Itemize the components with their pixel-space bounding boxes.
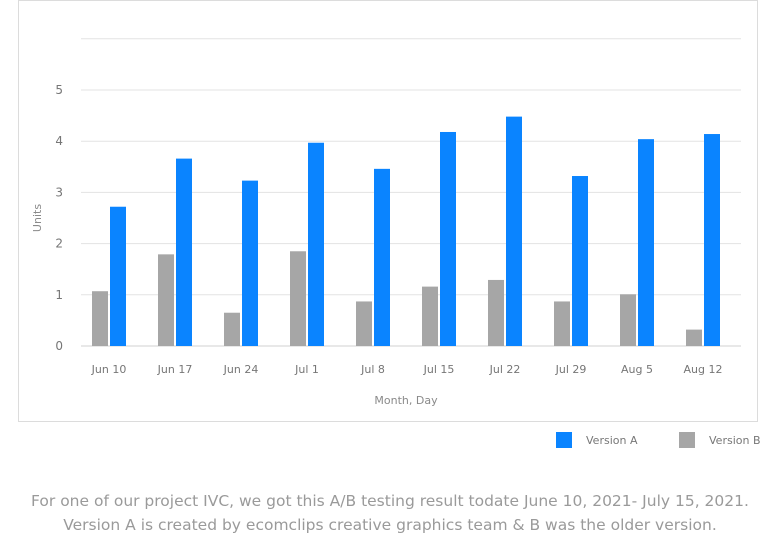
bar-version-b-jul-8[interactable] — [356, 301, 372, 346]
legend: Version A Version B — [556, 432, 761, 448]
x-axis-label: Month, Day — [374, 394, 438, 407]
bar-version-a-jul-15[interactable] — [440, 131, 456, 346]
x-tick-label-aug-12: Aug 12 — [684, 363, 723, 376]
bar-version-b-jul-29[interactable] — [554, 301, 570, 346]
bar-version-a-jul-29[interactable] — [572, 176, 588, 346]
bar-version-b-jul-1[interactable] — [290, 251, 306, 346]
chart-caption: For one of our project IVC, we got this … — [31, 492, 749, 534]
bar-version-a-aug-5[interactable] — [638, 139, 654, 346]
bar-chart: 0 1 2 3 4 5 Jun 10 Jun 17 Jun 24 Jul 1 Jul 8 Jul 1… — [31, 38, 741, 407]
bar-version-b-jul-15[interactable] — [422, 286, 438, 346]
bar-version-b-jun-17[interactable] — [158, 254, 174, 346]
legend-label-version-a: Version A — [586, 433, 638, 447]
y-tick-label-2: 2 — [55, 237, 63, 251]
bar-version-a-jun-10[interactable] — [110, 206, 126, 346]
bar-version-a-jun-17[interactable] — [176, 158, 192, 346]
x-tick-label-jul-22: Jul 22 — [489, 363, 521, 376]
y-tick-label-3: 3 — [55, 185, 63, 199]
bar-version-a-aug-12[interactable] — [704, 134, 720, 346]
bar-version-b-aug-5[interactable] — [620, 294, 636, 346]
bar-version-b-aug-12[interactable] — [686, 329, 702, 346]
legend-item-version-a[interactable]: Version A — [556, 432, 637, 448]
x-tick-label-jul-29: Jul 29 — [555, 363, 587, 376]
y-axis-label: Units — [31, 204, 44, 232]
x-tick-label-aug-5: Aug 5 — [621, 363, 653, 376]
y-axis-ticks: 0 1 2 3 4 5 — [55, 83, 63, 353]
bar-version-a-jul-1[interactable] — [308, 142, 324, 346]
bar-version-b-jul-22[interactable] — [488, 279, 504, 346]
bar-version-b-jun-10[interactable] — [92, 291, 108, 346]
x-tick-label-jun-24: Jun 24 — [223, 363, 259, 376]
x-tick-label-jul-1: Jul 1 — [294, 363, 319, 376]
y-tick-label-1: 1 — [55, 288, 63, 302]
bars — [92, 116, 720, 347]
legend-item-version-b[interactable]: Version B — [679, 432, 761, 448]
x-tick-label-jul-15: Jul 15 — [423, 363, 455, 376]
bar-version-a-jul-22[interactable] — [506, 116, 522, 347]
x-tick-label-jun-10: Jun 10 — [91, 363, 127, 376]
x-tick-label-jul-8: Jul 8 — [360, 363, 385, 376]
x-axis-ticks: Jun 10 Jun 17 Jun 24 Jul 1 Jul 8 Jul 15 Jul 22… — [91, 363, 723, 376]
legend-label-version-b: Version B — [709, 433, 761, 447]
bar-version-b-jun-24[interactable] — [224, 312, 240, 346]
chart-frame: 0 1 2 3 4 5 Jun 10 Jun 17 Jun 24 Jul 1 Jul 8 Jul 1… — [18, 0, 758, 422]
y-tick-label-0: 0 — [55, 339, 63, 353]
y-tick-label-4: 4 — [55, 134, 63, 148]
bar-version-a-jul-8[interactable] — [374, 168, 390, 346]
y-tick-label-5: 5 — [55, 83, 63, 97]
bar-version-a-jun-24[interactable] — [242, 180, 258, 346]
legend-swatch-version-a — [556, 432, 572, 448]
x-tick-label-jun-17: Jun 17 — [157, 363, 193, 376]
legend-swatch-version-b — [679, 432, 695, 448]
